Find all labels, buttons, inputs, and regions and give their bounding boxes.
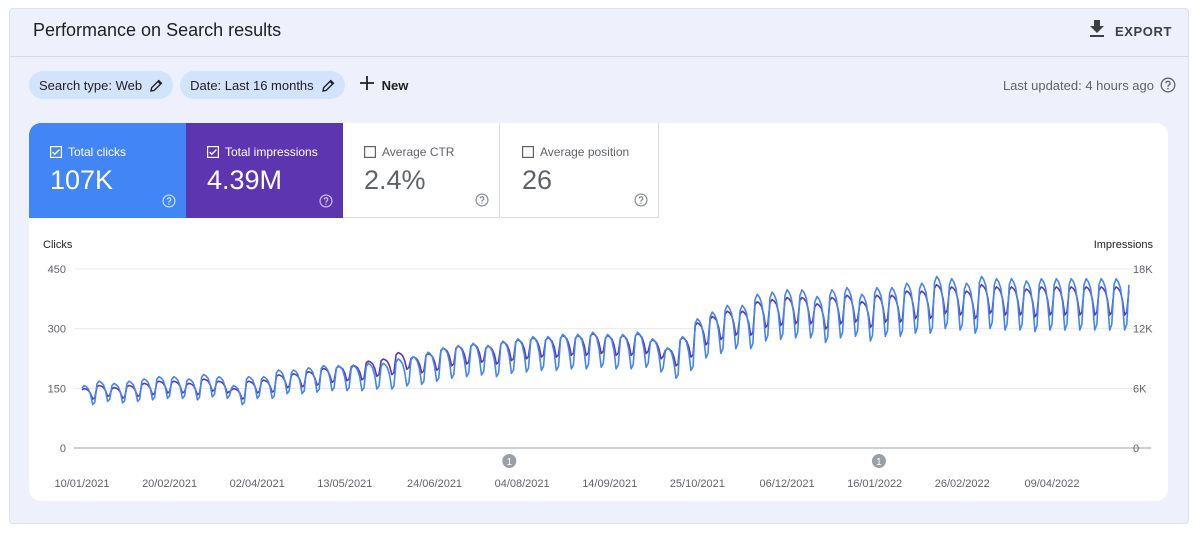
annotation-marker[interactable]: 1 [502,454,517,468]
x-tick-label: 14/09/2021 [582,478,637,490]
x-tick-label: 16/01/2022 [847,478,902,490]
x-tick-label: 20/02/2021 [142,478,197,490]
chip-label: Search type: Web [39,77,143,93]
y-tick-label-right: 0 [1133,443,1139,455]
help-icon[interactable] [162,194,176,208]
metric-average-position[interactable]: Average position 26 [501,123,659,218]
annotation-label: 1 [876,457,882,468]
pencil-icon [150,79,163,92]
metric-total-impressions[interactable]: Total impressions 4.39M [186,123,343,218]
performance-chart[interactable]: Clicks Impressions 450 18K 300 12K 150 6K 0 0 1… [29,218,1168,501]
panel-header: Performance on Search results EXPORT [10,9,1188,57]
x-tick-label: 10/01/2021 [54,478,109,490]
plus-icon [359,75,374,95]
help-icon[interactable] [634,193,648,207]
y-axis-label-left: Clicks [43,239,73,251]
metric-label: Total impressions [225,145,318,159]
export-label: EXPORT [1114,23,1172,39]
search-type-chip[interactable]: Search type: Web [29,71,174,99]
help-icon[interactable] [475,193,489,207]
pencil-icon [321,79,335,92]
x-tick-label: 09/04/2022 [1024,478,1079,490]
y-tick-label-left: 150 [48,383,66,395]
checkbox-unchecked-icon[interactable] [522,146,534,158]
metric-total-clicks[interactable]: Total clicks 107K [29,123,186,218]
export-button[interactable]: EXPORT [1089,19,1172,43]
date-chip[interactable]: Date: Last 16 months [180,71,345,99]
clicks-series-line [81,275,1130,406]
x-tick-label: 25/10/2021 [670,478,725,490]
x-tick-label: 13/05/2021 [317,478,372,490]
metric-value: 4.39M [207,165,283,195]
checkbox-unchecked-icon[interactable] [364,146,376,158]
metric-label: Average CTR [382,145,455,159]
last-updated-text: Last updated: 4 hours ago [1002,77,1154,93]
x-tick-label: 06/12/2021 [760,478,815,490]
y-tick-label-left: 0 [60,443,66,455]
metric-label: Average position [540,145,630,159]
checkbox-checked-icon[interactable] [50,146,62,158]
download-icon [1089,19,1105,43]
checkbox-checked-icon[interactable] [207,146,219,158]
metric-value: 2.4% [364,165,426,195]
new-filter-label: New [381,77,409,93]
y-tick-label-right: 6K [1133,383,1147,395]
metric-label: Total clicks [68,145,127,159]
x-tick-label: 04/08/2021 [495,478,550,490]
page-title: Performance on Search results [33,20,282,40]
y-tick-label-left: 300 [48,324,66,336]
y-tick-label-right: 12K [1133,324,1153,336]
last-updated: Last updated: 4 hours ago [1003,77,1176,93]
performance-card: Total clicks 107K Total impressions 4.39… [29,123,1168,501]
chip-label: Date: Last 16 months [190,77,314,93]
annotation-marker[interactable]: 1 [871,454,886,468]
x-tick-label: 24/06/2021 [407,478,462,490]
metric-value: 26 [522,165,553,195]
metric-value: 107K [50,165,114,195]
x-tick-label: 02/04/2021 [230,478,285,490]
help-icon[interactable] [1160,77,1176,93]
y-tick-label-right: 18K [1133,264,1153,276]
help-icon[interactable] [319,194,333,208]
x-tick-label: 26/02/2022 [935,478,990,490]
metric-average-ctr[interactable]: Average CTR 2.4% [343,123,500,218]
y-tick-label-left: 450 [48,264,66,276]
filter-bar: Search type: Web Date: Last 16 months Ne… [29,71,408,99]
y-axis-label-right: Impressions [1094,239,1154,251]
new-filter-button[interactable]: New [359,71,409,99]
performance-panel: Performance on Search results EXPORT Sea… [9,8,1189,524]
annotation-label: 1 [507,457,513,468]
